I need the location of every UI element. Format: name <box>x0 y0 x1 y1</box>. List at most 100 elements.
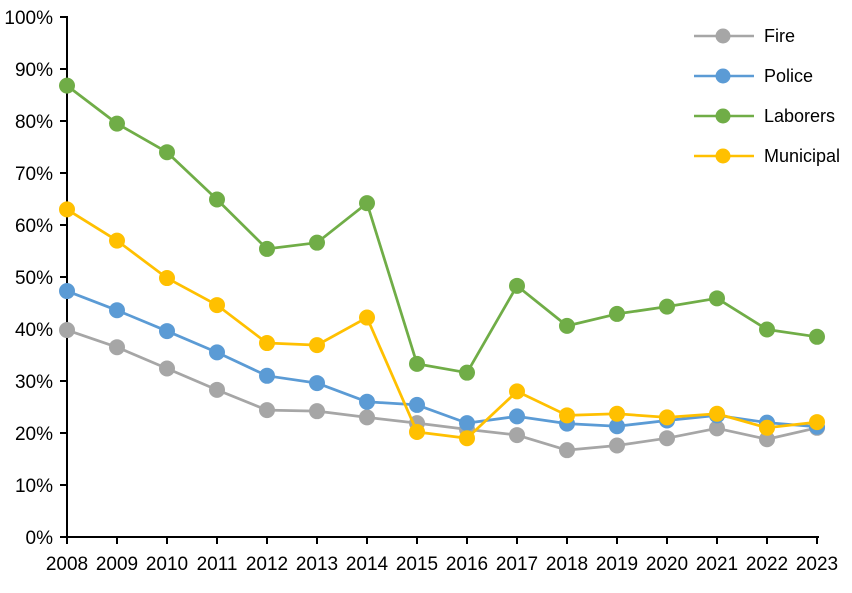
series-marker-fire <box>109 339 125 356</box>
series-marker-municipal <box>159 270 175 287</box>
series-marker-fire <box>759 431 775 448</box>
x-tick-label: 2013 <box>296 554 338 575</box>
series-marker-fire <box>659 430 675 447</box>
series-marker-laborers <box>259 240 275 257</box>
x-tick-label: 2011 <box>197 554 238 575</box>
legend-label-police: Police <box>764 65 814 86</box>
x-tick-label: 2022 <box>746 554 788 575</box>
series-marker-municipal <box>109 232 125 249</box>
municipal-series-swatch-icon <box>694 148 754 164</box>
y-tick-label: 80% <box>15 112 53 133</box>
series-marker-police <box>209 344 225 361</box>
series-marker-municipal <box>559 407 575 424</box>
series-marker-municipal <box>259 335 275 352</box>
x-tick-label: 2020 <box>646 554 688 575</box>
series-marker-laborers <box>159 144 175 161</box>
series-marker-laborers <box>609 305 625 322</box>
series-marker-municipal <box>309 337 325 354</box>
series-line-laborers <box>65 84 819 375</box>
legend: Fire Police Laborers Municipal <box>693 16 840 176</box>
x-tick-label: 2019 <box>596 554 638 575</box>
series-marker-laborers <box>109 115 125 132</box>
series-marker-police <box>309 375 325 392</box>
series-marker-police <box>59 283 75 300</box>
series-marker-laborers <box>509 277 525 294</box>
series-marker-municipal <box>359 309 375 326</box>
x-tick-label: 2012 <box>246 554 288 575</box>
series-marker-laborers <box>209 191 225 208</box>
legend-item-police: Police <box>693 56 840 96</box>
series-marker-municipal <box>759 419 775 436</box>
y-tick-label: 20% <box>15 424 53 445</box>
series-marker-fire <box>59 322 75 339</box>
series-marker-municipal <box>409 423 425 440</box>
series-marker-laborers <box>759 321 775 338</box>
series-line-police <box>65 289 819 429</box>
x-tick-label: 2016 <box>446 554 488 575</box>
series-marker-fire <box>509 427 525 444</box>
x-tick-label: 2008 <box>46 554 88 575</box>
y-tick-label: 40% <box>15 320 53 341</box>
legend-label-laborers: Laborers <box>764 105 836 126</box>
series-marker-municipal <box>59 201 75 218</box>
series-marker-laborers <box>659 298 675 315</box>
series-marker-police <box>259 367 275 384</box>
series-marker-police <box>159 323 175 340</box>
y-tick-label: 60% <box>15 216 53 237</box>
series-marker-municipal <box>709 405 725 422</box>
y-tick-label: 50% <box>15 268 53 289</box>
series-marker-fire <box>709 420 725 437</box>
x-tick-label: 2018 <box>546 554 588 575</box>
series-marker-laborers <box>459 364 475 381</box>
series-marker-laborers <box>309 234 325 251</box>
series-marker-police <box>409 396 425 413</box>
series-marker-municipal <box>509 383 525 400</box>
series-marker-police <box>359 393 375 410</box>
fire-series-swatch-icon <box>694 28 754 44</box>
y-tick-label: 30% <box>15 372 53 393</box>
series-marker-fire <box>559 442 575 459</box>
series-marker-laborers <box>809 328 825 345</box>
x-tick-label: 2010 <box>146 554 188 575</box>
series-marker-police <box>459 415 475 432</box>
series-marker-fire <box>209 381 225 398</box>
series-marker-police <box>109 302 125 319</box>
legend-label-municipal: Municipal <box>764 145 841 166</box>
x-tick-label: 2017 <box>496 554 538 575</box>
y-tick-label: 0% <box>26 528 54 549</box>
x-tick-label: 2023 <box>796 554 838 575</box>
series-marker-fire <box>309 403 325 420</box>
series-line-municipal <box>65 208 819 440</box>
y-tick-label: 10% <box>15 476 53 497</box>
series-marker-municipal <box>659 409 675 426</box>
series-marker-municipal <box>809 414 825 431</box>
series-marker-municipal <box>459 430 475 447</box>
laborers-series-swatch-icon <box>694 108 754 124</box>
series-marker-fire <box>359 409 375 426</box>
x-tick-label: 2014 <box>346 554 389 575</box>
legend-item-laborers: Laborers <box>693 96 840 136</box>
police-series-swatch-icon <box>694 68 754 84</box>
series-marker-laborers <box>709 290 725 307</box>
legend-label-fire: Fire <box>764 25 795 46</box>
series-marker-fire <box>159 360 175 377</box>
y-tick-label: 100% <box>4 8 53 29</box>
series-marker-police <box>509 408 525 425</box>
y-tick-label: 90% <box>15 60 53 81</box>
x-tick-label: 2021 <box>696 554 738 575</box>
legend-item-municipal: Municipal <box>693 136 840 176</box>
series-line-fire <box>65 328 819 452</box>
y-tick-label: 70% <box>15 164 53 185</box>
series-marker-laborers <box>559 317 575 334</box>
series-marker-laborers <box>359 195 375 212</box>
x-tick-label: 2009 <box>96 554 138 575</box>
series-marker-municipal <box>609 405 625 422</box>
series-marker-fire <box>609 437 625 454</box>
series-marker-municipal <box>209 297 225 314</box>
series-marker-laborers <box>59 77 75 94</box>
legend-item-fire: Fire <box>693 16 840 56</box>
series-marker-fire <box>259 402 275 419</box>
series-marker-police <box>609 418 625 435</box>
